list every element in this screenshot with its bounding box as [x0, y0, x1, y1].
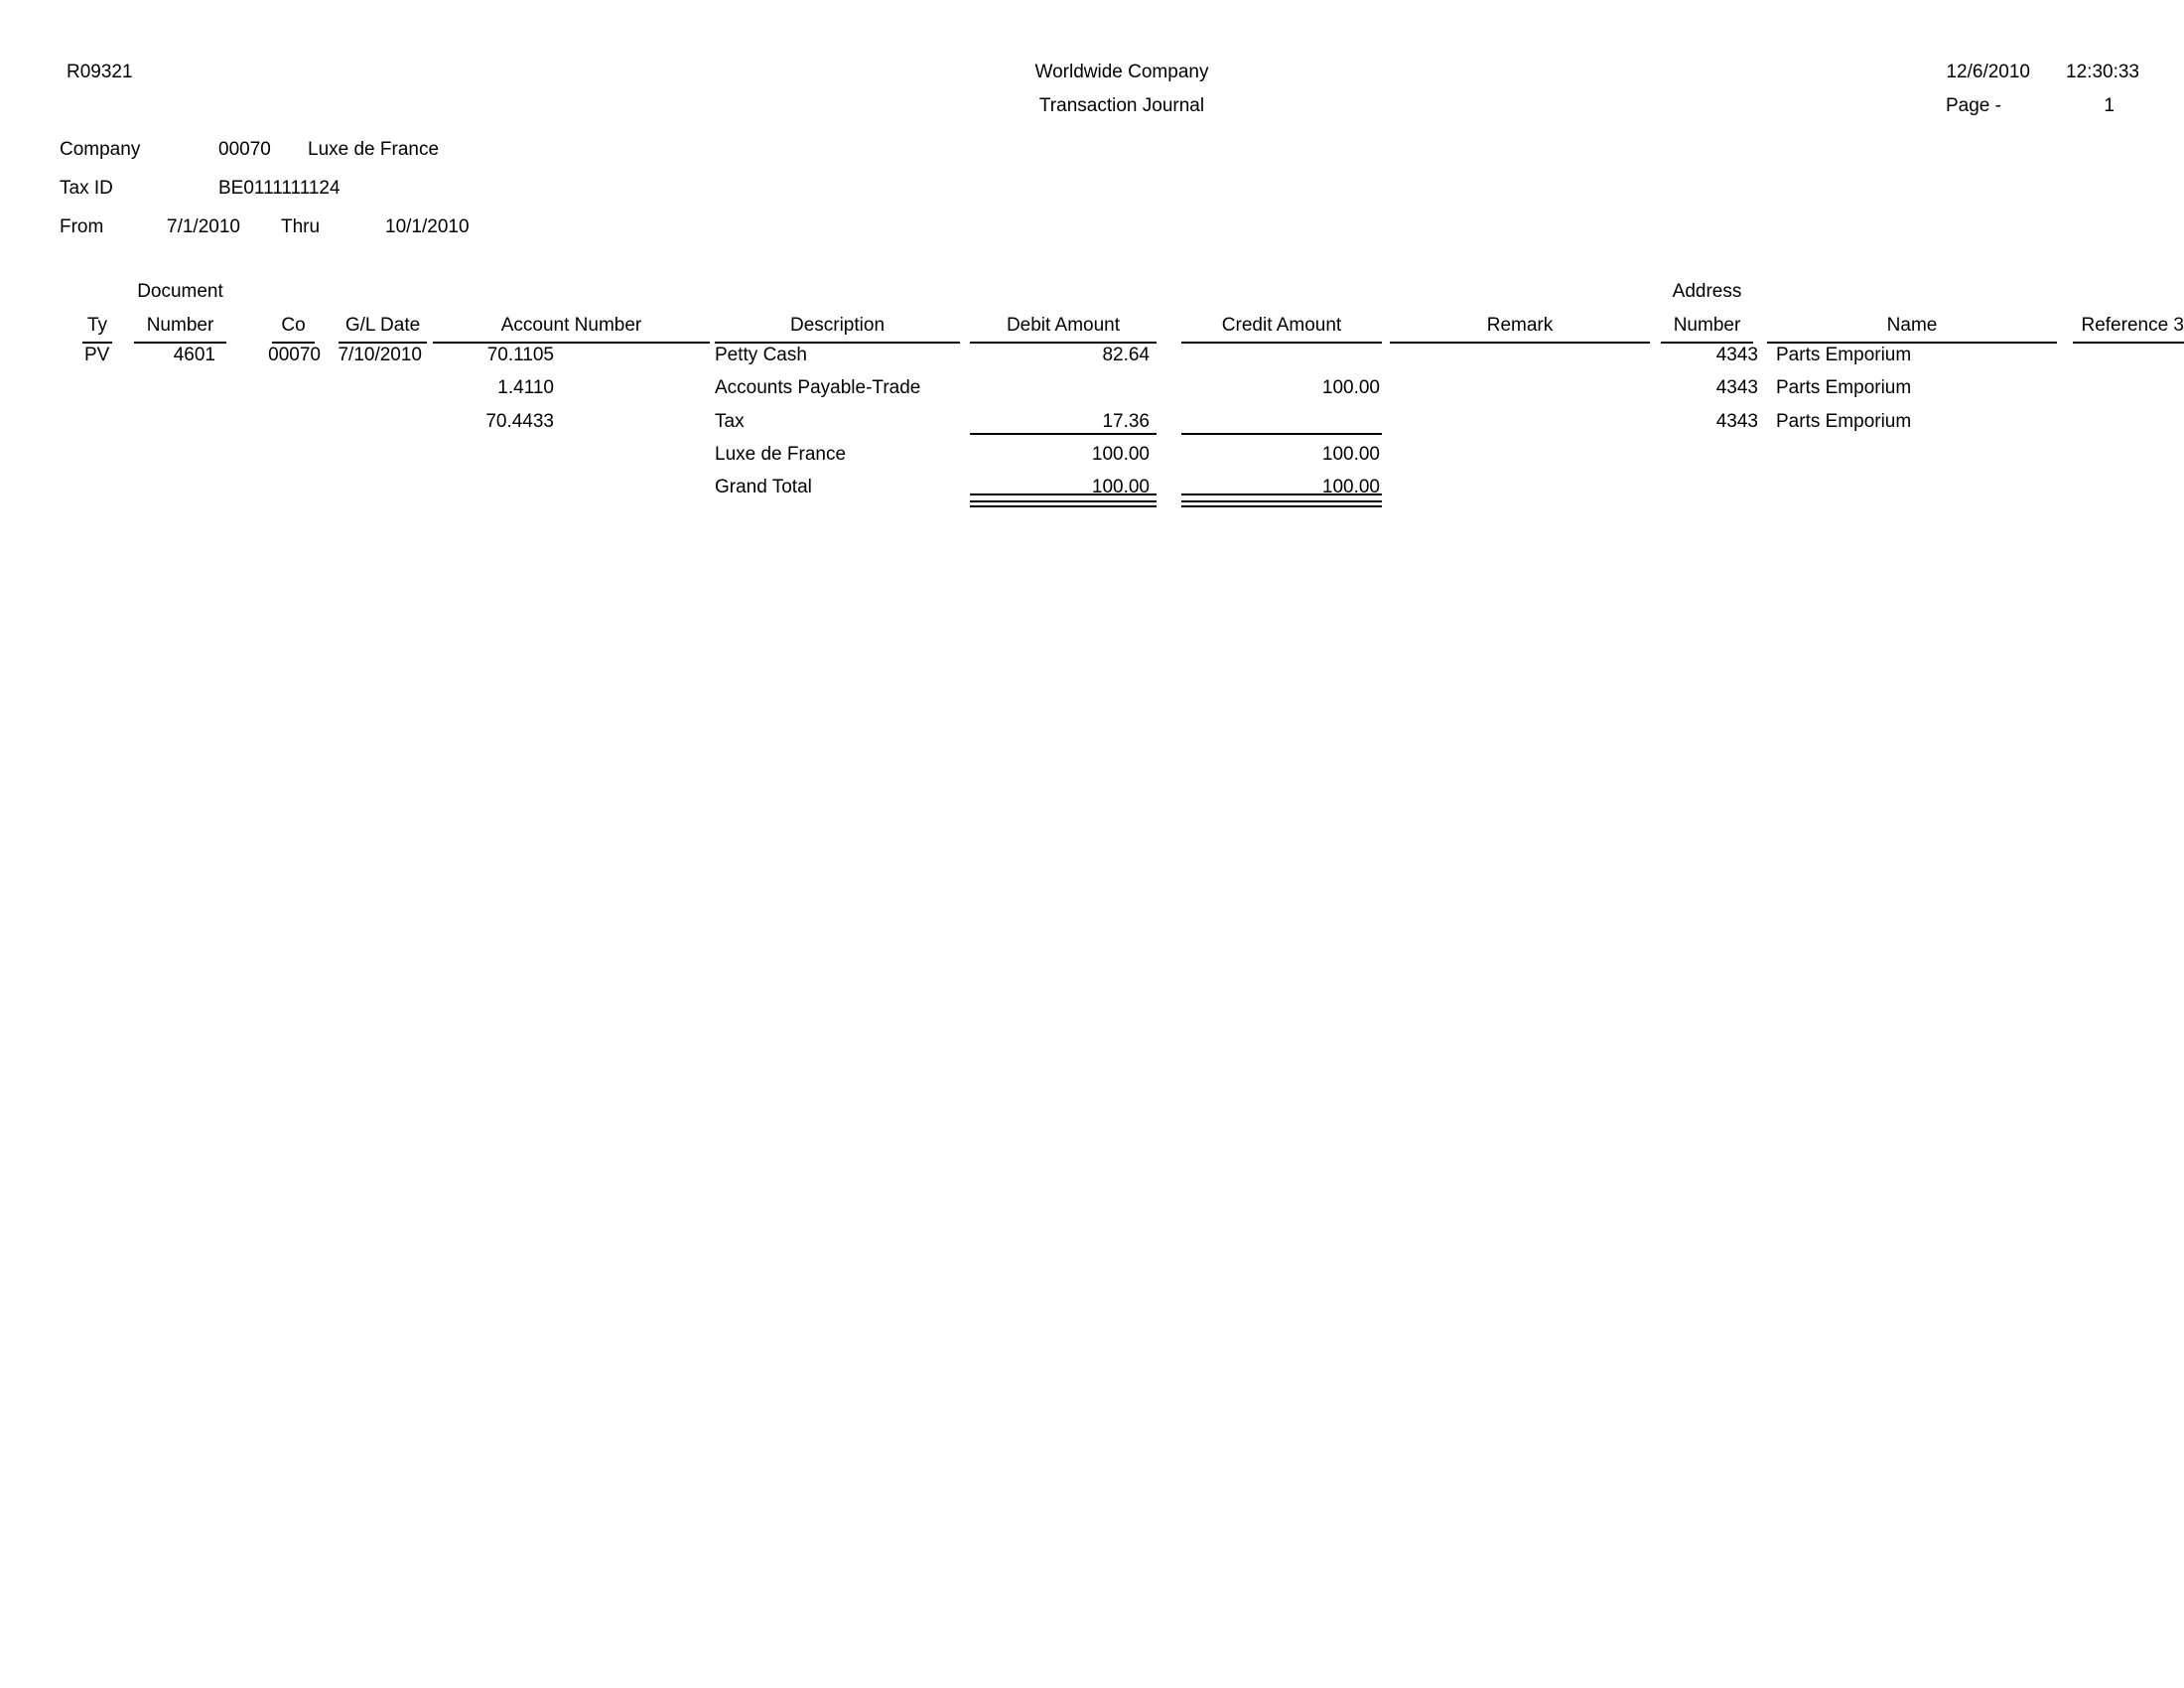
cell-account-number: 70.4433 — [485, 411, 554, 432]
grand-total-double-rule-credit — [1181, 505, 1382, 507]
cell-document-number: 4601 — [173, 345, 215, 365]
page-number: 1 — [2104, 95, 2115, 116]
tax-id-value: BE0111111124 — [218, 178, 341, 199]
header-rule-credit-amount — [1181, 342, 1382, 344]
cell-credit-amount: 100.00 — [1321, 377, 1380, 398]
column-header-gl-date: G/L Date — [344, 315, 421, 336]
thru-label: Thru — [281, 216, 321, 237]
column-header-credit-amount: Credit Amount — [1221, 315, 1342, 336]
cell-debit-amount: 17.36 — [1102, 411, 1150, 432]
header-rule-address-number — [1661, 342, 1753, 344]
column-header-description: Description — [789, 315, 886, 336]
report-time: 12:30:33 — [2066, 62, 2139, 82]
cell-description: Tax — [715, 411, 745, 432]
company-name-value: Luxe de France — [308, 139, 440, 160]
cell-total-label: Luxe de France — [715, 444, 847, 465]
column-header-number: Number — [146, 315, 214, 336]
company-code: 00070 — [218, 139, 271, 160]
cell-account-number: 1.4110 — [497, 377, 554, 398]
cell-co: 00070 — [268, 345, 321, 365]
header-rule-ty — [82, 342, 112, 344]
from-date: 7/1/2010 — [167, 216, 240, 237]
cell-grand-total-label: Grand Total — [715, 477, 812, 497]
thru-date: 10/1/2010 — [385, 216, 470, 237]
header-rule-debit-amount — [970, 342, 1157, 344]
cell-address-number: 4343 — [1715, 411, 1758, 432]
cell-gl-date: 7/10/2010 — [338, 345, 422, 365]
header-rule-gl-date — [339, 342, 427, 344]
report-title: Transaction Journal — [1038, 95, 1205, 116]
header-rule-description — [715, 342, 960, 344]
subtotal-rule-credit — [1181, 433, 1382, 435]
column-header-account-number: Account Number — [500, 315, 642, 336]
cell-document-type: PV — [84, 345, 110, 365]
cell-account-number: 70.1105 — [486, 345, 554, 365]
company-label: Company — [60, 139, 141, 160]
cell-debit-amount: 100.00 — [1091, 477, 1150, 497]
column-header-co: Co — [281, 315, 306, 336]
header-rule-remark — [1390, 342, 1650, 344]
grand-total-rule-credit — [1181, 493, 1382, 495]
cell-debit-amount: 100.00 — [1091, 444, 1150, 465]
column-header-address-number: Number — [1673, 315, 1741, 336]
report-date: 12/6/2010 — [1946, 62, 2030, 82]
cell-name: Parts Emporium — [1776, 377, 1912, 398]
header-rule-number — [134, 342, 226, 344]
report-id: R09321 — [67, 62, 133, 82]
header-rule-co — [272, 342, 315, 344]
cell-name: Parts Emporium — [1776, 411, 1912, 432]
column-header-reference3: Reference 3 — [2081, 315, 2184, 336]
column-header-ty: Ty — [86, 315, 108, 336]
header-rule-account-number — [433, 342, 710, 344]
cell-description: Petty Cash — [715, 345, 807, 365]
tax-id-label: Tax ID — [60, 178, 113, 199]
header-rule-reference3 — [2073, 342, 2184, 344]
column-header-debit-amount: Debit Amount — [1006, 315, 1121, 336]
cell-credit-amount: 100.00 — [1321, 477, 1380, 497]
cell-credit-amount: 100.00 — [1321, 444, 1380, 465]
subtotal-rule-debit — [970, 433, 1157, 435]
grand-total-rule-debit — [970, 493, 1157, 495]
cell-debit-amount: 82.64 — [1102, 345, 1150, 365]
group-header-address: Address — [1672, 281, 1742, 302]
report-company-name: Worldwide Company — [1034, 62, 1209, 82]
page-label: Page - — [1946, 95, 2001, 116]
column-header-remark: Remark — [1486, 315, 1554, 336]
grand-total-double-rule-debit — [970, 505, 1157, 507]
cell-description: Accounts Payable-Trade — [715, 377, 921, 398]
cell-address-number: 4343 — [1715, 345, 1758, 365]
from-label: From — [60, 216, 104, 237]
grand-total-double-rule-debit — [970, 500, 1157, 502]
cell-name: Parts Emporium — [1776, 345, 1912, 365]
header-rule-name — [1767, 342, 2057, 344]
group-header-document: Document — [137, 281, 223, 302]
cell-address-number: 4343 — [1715, 377, 1758, 398]
column-header-name: Name — [1886, 315, 1938, 336]
grand-total-double-rule-credit — [1181, 500, 1382, 502]
